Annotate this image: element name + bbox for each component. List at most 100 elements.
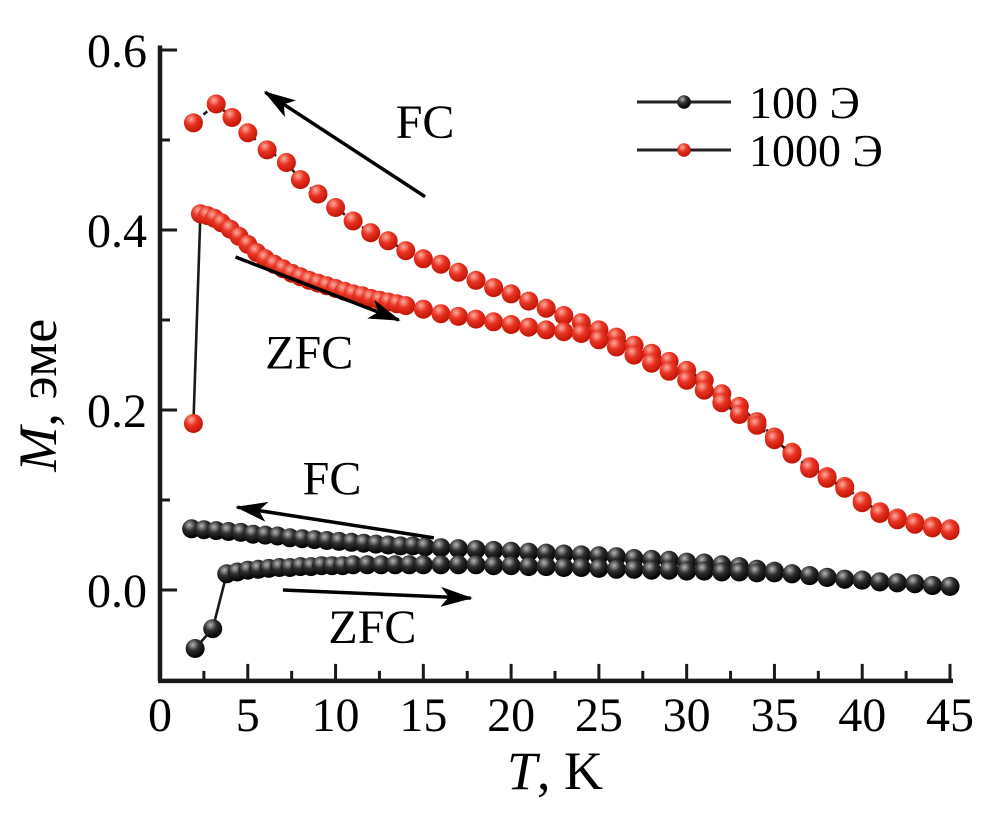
annotation-fc-black: FC — [303, 452, 362, 505]
x-tick-label: 30 — [663, 689, 711, 742]
data-point-red-zfc — [712, 393, 732, 413]
data-point-black-zfc — [677, 561, 697, 581]
data-point-red-zfc — [887, 510, 907, 530]
data-point-red-fc — [396, 241, 416, 261]
data-point-black-zfc — [484, 556, 504, 576]
x-tick-label: 15 — [399, 689, 447, 742]
data-point-black-zfc — [371, 555, 391, 575]
data-point-black-zfc — [385, 555, 405, 575]
data-point-red-zfc — [571, 324, 591, 343]
y-tick-label: 0.2 — [87, 385, 147, 438]
data-point-black-zfc — [835, 569, 855, 589]
annotation-zfc-black: ZFC — [328, 601, 416, 654]
legend-label-red: 1000 Э — [749, 125, 883, 176]
data-point-red-zfc — [448, 306, 468, 326]
data-point-red-zfc — [694, 380, 714, 400]
data-point-black-zfc — [870, 572, 890, 592]
data-point-red-zfc — [501, 315, 521, 334]
data-point-red-fc — [554, 306, 574, 325]
data-point-red-zfc — [659, 361, 679, 381]
data-point-red-zfc — [624, 345, 644, 365]
series-red-zfc-jump-line — [192, 213, 202, 424]
series-red-zfc — [183, 204, 960, 541]
data-point-red-zfc — [642, 353, 662, 373]
data-point-black-zfc — [589, 558, 609, 578]
data-point-red-zfc — [764, 430, 784, 450]
legend-label-black: 100 Э — [749, 77, 860, 128]
data-point-red-fc — [257, 140, 277, 160]
zfc-red-arrow — [234, 255, 401, 322]
annotation-zfc-red: ZFC — [265, 326, 353, 379]
data-point-red-zfc — [835, 478, 855, 498]
data-point-red-zfc — [852, 493, 872, 513]
data-point-red-zfc — [589, 330, 609, 350]
legend-item-black: 100 Э — [637, 77, 860, 128]
x-tick-label: 25 — [575, 689, 623, 742]
data-point-black-zfc — [887, 573, 907, 593]
data-point-red-zfc — [413, 299, 433, 319]
legend-marker-icon-red — [677, 143, 691, 157]
data-point-black-zfc — [940, 576, 960, 596]
data-point-black-zfc — [185, 639, 205, 658]
x-tick-label: 20 — [487, 689, 535, 742]
data-point-black-zfc — [466, 555, 486, 575]
data-point-red-zfc — [484, 312, 504, 332]
data-point-black-zfc — [694, 561, 714, 581]
data-point-red-fc — [238, 123, 258, 143]
data-point-black-zfc — [642, 560, 662, 580]
data-point-red-zfc — [817, 468, 837, 488]
data-point-red-fc — [361, 223, 381, 243]
x-axis-title: T, K — [507, 741, 603, 801]
data-point-black-zfc — [852, 570, 872, 590]
zfc-black-arrow — [282, 586, 473, 607]
data-point-red-zfc — [431, 304, 451, 324]
annotation-arrows — [234, 90, 473, 607]
data-point-red-zfc — [747, 415, 767, 435]
data-point-red-zfc — [905, 514, 925, 534]
data-point-red-zfc — [677, 370, 697, 390]
data-point-black-zfc — [501, 556, 521, 576]
data-point-black-fc — [536, 543, 556, 563]
annotation-fc-red: FC — [396, 96, 455, 149]
data-point-red-zfc — [729, 405, 749, 424]
data-point-black-fc — [466, 540, 486, 559]
data-point-red-zfc — [396, 296, 416, 316]
data-point-black-zfc — [399, 555, 419, 575]
data-point-black-zfc — [922, 576, 942, 595]
data-point-red-zfc — [466, 309, 486, 329]
data-point-black-zfc — [554, 558, 574, 577]
data-point-black-zfc — [431, 555, 451, 575]
x-tick-label: 40 — [838, 689, 886, 742]
data-point-red-fc — [206, 94, 226, 114]
data-point-black-fc — [448, 539, 468, 559]
data-point-black-zfc — [782, 564, 802, 584]
ticks — [158, 48, 952, 681]
data-point-black-zfc — [606, 559, 626, 579]
data-point-black-zfc — [536, 557, 556, 577]
fc-black-arrow — [235, 501, 435, 540]
data-point-black-fc — [431, 538, 451, 558]
data-point-red-fc — [308, 184, 328, 204]
data-point-black-zfc — [712, 562, 732, 582]
data-point-red-fc — [326, 198, 346, 217]
y-tick-label: 0.0 — [87, 565, 147, 618]
data-point-red-zfc — [519, 317, 539, 337]
data-point-black-zfc — [659, 560, 679, 580]
data-point-red-fc — [466, 270, 486, 290]
data-point-black-fc — [415, 537, 435, 557]
data-point-red-fc — [413, 249, 433, 269]
data-point-red-zfc — [782, 444, 802, 464]
data-point-red-fc — [378, 231, 398, 251]
data-point-black-zfc — [747, 563, 767, 583]
data-point-red-fc — [519, 291, 539, 311]
y-tick-label: 0.6 — [87, 25, 147, 78]
data-point-black-zfc — [571, 558, 591, 577]
data-point-red-zfc — [800, 459, 820, 478]
data-point-red-fc — [276, 153, 296, 172]
tick-labels: 0 5 10 15 20 25 30 35 40 45 0.0 0.2 0.4 0.6 — [87, 25, 974, 742]
data-point-black-zfc — [817, 567, 837, 587]
fc-red-arrow — [263, 90, 427, 199]
data-point-red-zfc — [870, 504, 890, 523]
